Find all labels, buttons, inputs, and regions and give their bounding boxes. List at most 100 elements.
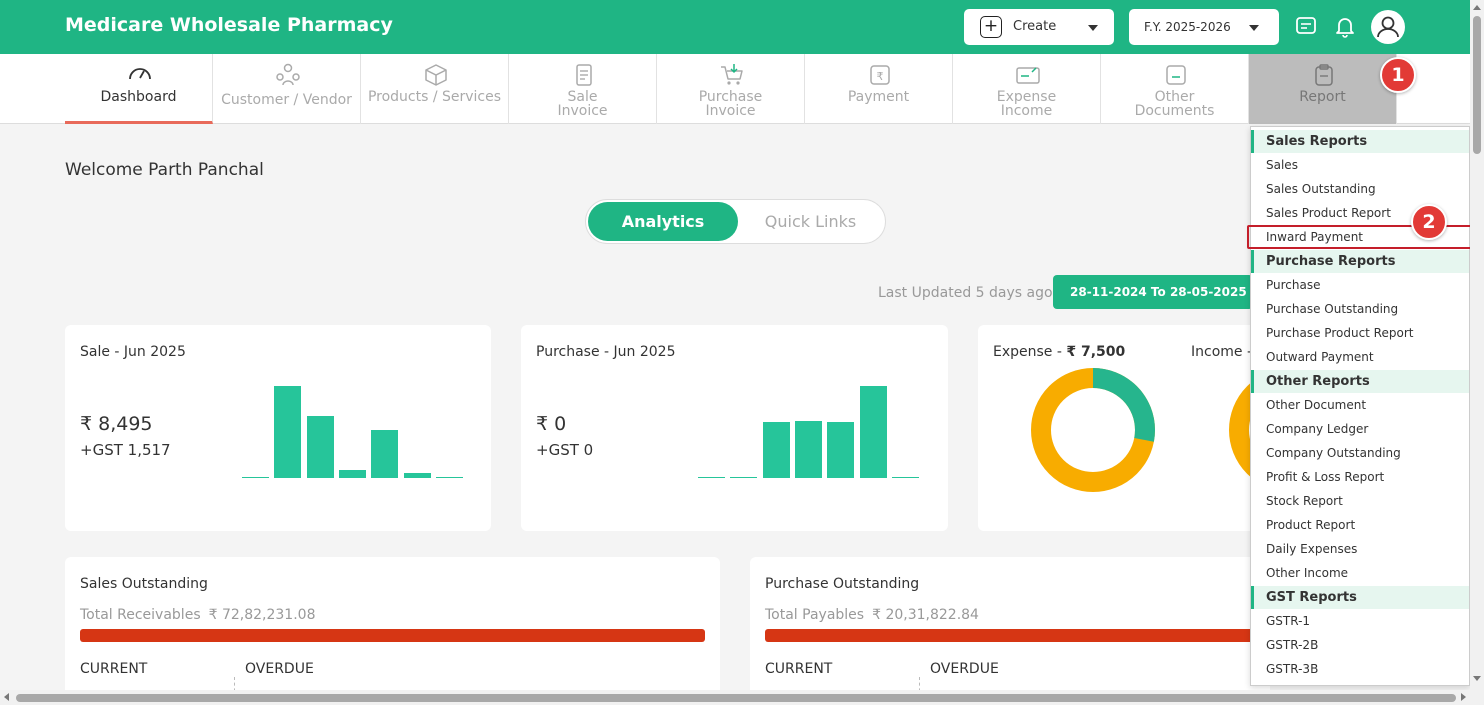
chevron-down-icon	[1249, 25, 1259, 31]
sales-outstanding-card[interactable]: Sales Outstanding Total Receivables ₹ 72,…	[65, 557, 720, 697]
nav-dashboard[interactable]: Dashboard	[65, 54, 213, 124]
menu-item-other-document[interactable]: Other Document	[1266, 398, 1367, 412]
divider	[234, 677, 235, 697]
menu-item-sales-product-report[interactable]: Sales Product Report	[1266, 206, 1391, 220]
menu-item-product-report[interactable]: Product Report	[1266, 518, 1356, 532]
create-label: Create	[1013, 19, 1057, 34]
users-icon	[276, 63, 300, 86]
view-toggle: Analytics Quick Links	[585, 199, 886, 244]
menu-item-sales[interactable]: Sales	[1266, 158, 1298, 172]
fiscal-year-select[interactable]: F.Y. 2025-2026	[1129, 9, 1279, 45]
wallet-icon	[1016, 67, 1040, 84]
scroll-right-icon[interactable]	[1461, 693, 1466, 701]
expense-label: Expense -	[993, 344, 1067, 360]
scroll-up-icon[interactable]	[1473, 5, 1481, 10]
total-payables: Total Payables ₹ 20,31,822.84	[765, 607, 979, 623]
total-receivables: Total Receivables ₹ 72,82,231.08	[80, 607, 315, 623]
brand-title: Medicare Wholesale Pharmacy	[65, 14, 393, 36]
menu-item-profit-loss-report[interactable]: Profit & Loss Report	[1266, 470, 1385, 484]
purchase-bar-2	[762, 422, 790, 478]
menu-item-company-ledger[interactable]: Company Ledger	[1266, 422, 1369, 436]
purchase-outstanding-card[interactable]: Purchase Outstanding Total Payables ₹ 20,…	[750, 557, 1270, 697]
nav-report[interactable]: Report	[1249, 54, 1397, 124]
vertical-scrollbar[interactable]	[1470, 0, 1484, 705]
top-bar: Medicare Wholesale Pharmacy + Create F.Y…	[0, 0, 1470, 54]
menu-item-company-outstanding[interactable]: Company Outstanding	[1266, 446, 1401, 460]
create-button[interactable]: + Create	[964, 9, 1114, 45]
nav-label-line: Income	[1000, 103, 1053, 119]
fiscal-year-label: F.Y. 2025-2026	[1144, 20, 1231, 34]
nav-customer-vendor[interactable]: Customer / Vendor	[213, 54, 361, 124]
divider	[919, 677, 920, 697]
sale-card[interactable]: Sale - Jun 2025 ₹ 8,495 +GST 1,517	[65, 325, 491, 531]
nav-label-line: Invoice	[705, 103, 756, 119]
overdue-label: OVERDUE	[245, 661, 314, 677]
scroll-down-icon[interactable]	[1473, 676, 1481, 681]
horizontal-scrollbar[interactable]	[0, 690, 1470, 705]
tab-quick-links[interactable]: Quick Links	[764, 212, 857, 231]
total-payables-label: Total Payables	[765, 607, 865, 623]
nav-sale-invoice[interactable]: Sale Invoice	[509, 54, 657, 124]
nav-expense-income[interactable]: Expense Income	[953, 54, 1101, 124]
purchase-card[interactable]: Purchase - Jun 2025 ₹ 0 +GST 0	[521, 325, 948, 531]
horizontal-scroll-thumb[interactable]	[16, 694, 1456, 702]
avatar[interactable]	[1371, 10, 1405, 44]
report-dropdown-menu: Sales Reports Sales Sales Outstanding Sa…	[1250, 126, 1470, 686]
user-icon	[1377, 16, 1399, 38]
nav-other-documents[interactable]: Other Documents	[1101, 54, 1249, 124]
expense-donut-chart	[1031, 368, 1258, 492]
sale-bar-4	[371, 429, 399, 478]
purchase-amount: ₹ 0	[536, 413, 567, 435]
total-payables-value: ₹ 20,31,822.84	[872, 607, 979, 623]
invoice-icon	[576, 64, 592, 86]
purchase-bar-6	[891, 476, 919, 478]
nav-label: Payment	[847, 89, 910, 105]
menu-item-purchase-product-report[interactable]: Purchase Product Report	[1266, 326, 1414, 340]
document-icon	[1166, 65, 1186, 85]
nav-purchase-invoice[interactable]: Purchase Invoice	[657, 54, 805, 124]
menu-item-outward-payment[interactable]: Outward Payment	[1266, 350, 1374, 364]
nav-label: Other Documents	[1101, 90, 1248, 118]
clipboard-icon	[1315, 64, 1333, 86]
sale-bar-5	[403, 472, 431, 478]
nav-label-line: Invoice	[557, 103, 608, 119]
menu-item-gstr-2b[interactable]: GSTR-2B	[1266, 638, 1319, 652]
nav-payment[interactable]: ₹ Payment	[805, 54, 953, 124]
menu-item-purchase[interactable]: Purchase	[1266, 278, 1321, 292]
expense-income-card[interactable]: Expense - ₹ 7,500 Income -	[978, 325, 1258, 531]
message-icon[interactable]	[1294, 14, 1318, 38]
sale-bar-6	[435, 476, 463, 478]
card-title: Sale - Jun 2025	[80, 344, 186, 360]
menu-item-gstr-3b[interactable]: GSTR-3B	[1266, 662, 1319, 676]
menu-item-daily-expenses[interactable]: Daily Expenses	[1266, 542, 1358, 556]
bell-icon[interactable]	[1333, 14, 1357, 38]
nav-label: Expense Income	[953, 90, 1100, 118]
total-receivables-value: ₹ 72,82,231.08	[208, 607, 316, 623]
scroll-left-icon[interactable]	[4, 693, 9, 701]
payables-progress-bar	[765, 629, 1270, 642]
menu-item-other-income[interactable]: Other Income	[1266, 566, 1349, 580]
expense-title: Expense - ₹ 7,500	[993, 344, 1125, 360]
highlight-inward-payment	[1247, 225, 1484, 249]
menu-item-inward-payment[interactable]: Inward Payment	[1266, 230, 1364, 244]
income-donut	[1229, 377, 1258, 483]
main-nav: Dashboard Customer / Vendor Products / S…	[0, 54, 1470, 124]
menu-section-other-reports: Other Reports	[1251, 370, 1469, 393]
nav-products-services[interactable]: Products / Services	[361, 54, 509, 124]
menu-item-gstr-1[interactable]: GSTR-1	[1266, 614, 1311, 628]
menu-item-stock-report[interactable]: Stock Report	[1266, 494, 1343, 508]
menu-item-sales-outstanding[interactable]: Sales Outstanding	[1266, 182, 1376, 196]
tab-analytics[interactable]: Analytics	[588, 202, 738, 241]
nav-label: Customer / Vendor	[221, 92, 352, 108]
sale-bar-0	[242, 476, 269, 478]
payment-icon: ₹	[870, 65, 890, 85]
total-receivables-label: Total Receivables	[80, 607, 201, 623]
purchase-bar-3	[794, 421, 822, 478]
income-label: Income -	[1191, 344, 1253, 360]
menu-section-sales-reports: Sales Reports	[1251, 130, 1469, 153]
nav-label-line: Expense	[996, 89, 1057, 105]
menu-item-purchase-outstanding[interactable]: Purchase Outstanding	[1266, 302, 1399, 316]
vertical-scroll-thumb[interactable]	[1473, 16, 1481, 154]
date-range-button[interactable]: 28-11-2024 To 28-05-2025	[1053, 275, 1253, 309]
purchase-bar-0	[698, 476, 725, 478]
